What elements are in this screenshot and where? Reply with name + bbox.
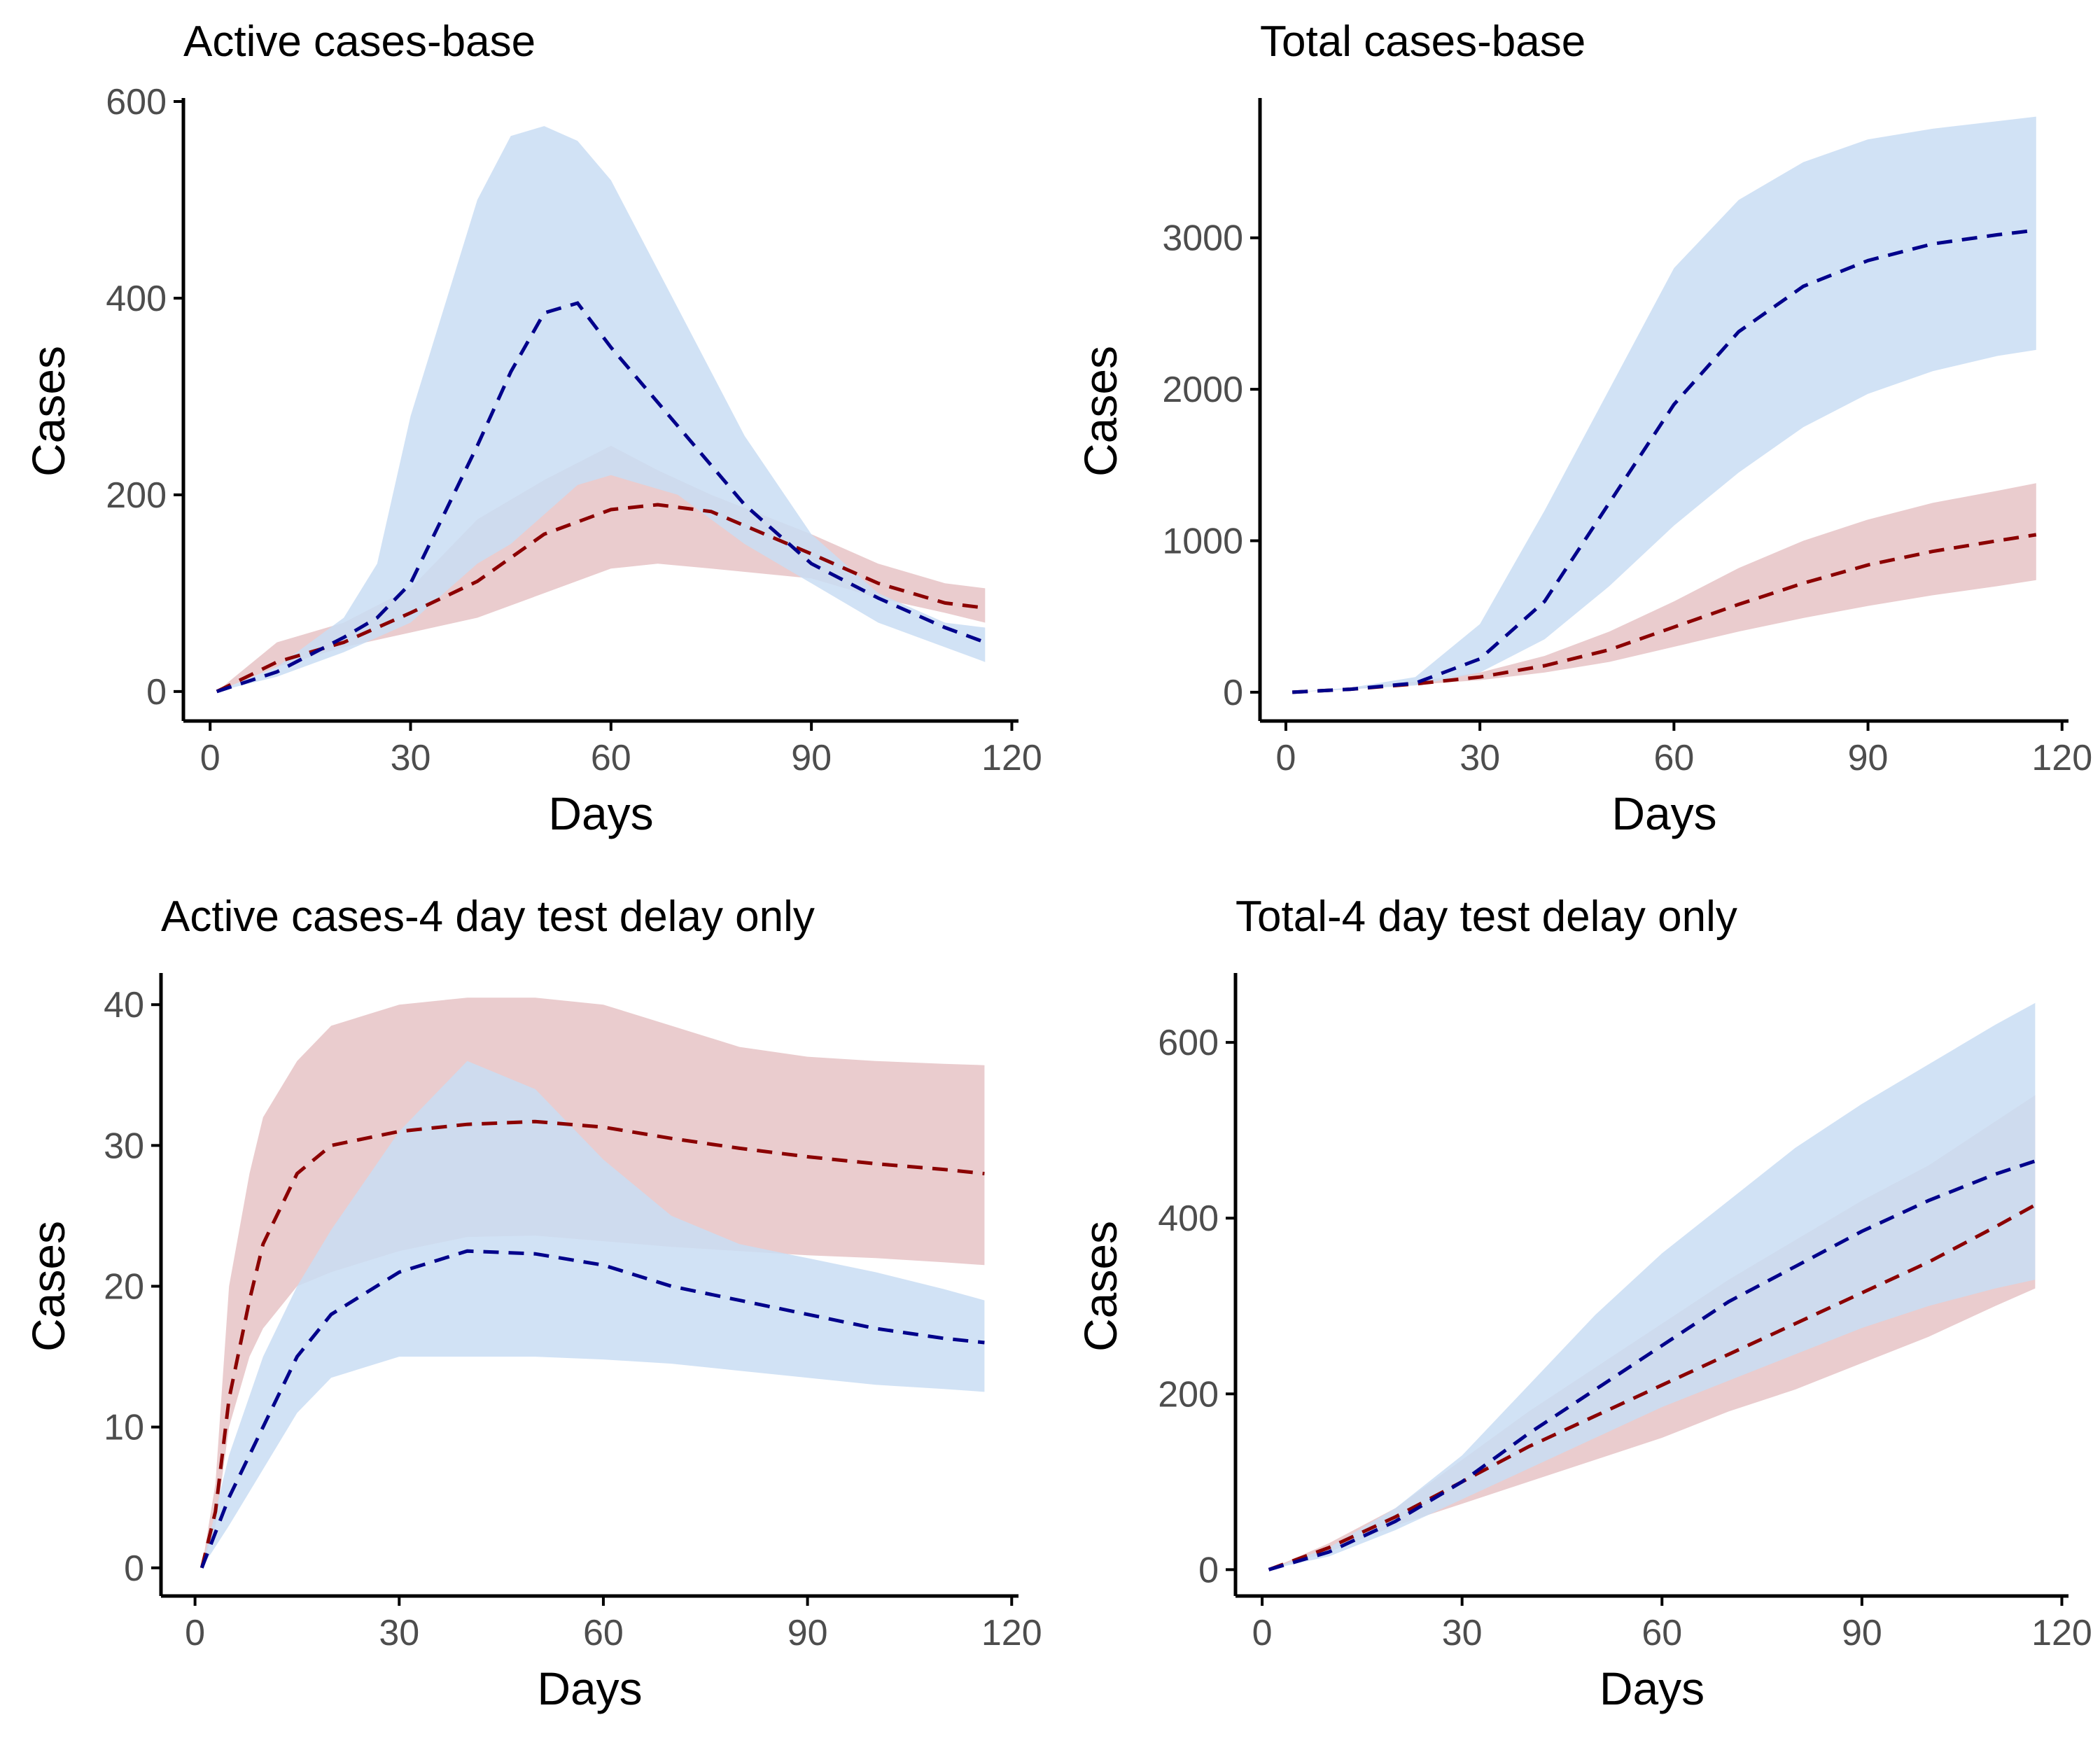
y-tick-label: 0 xyxy=(124,1548,144,1589)
ci-ribbon-1 xyxy=(216,445,986,692)
x-tick-label: 0 xyxy=(1252,1613,1273,1653)
panel-2: 0 30 60 90 120 0 1000 2000 3000 Total cases-base D… xyxy=(1074,18,2092,839)
panel-title: Total cases-base xyxy=(1260,18,1586,66)
y-tick-label: 0 xyxy=(146,672,167,713)
y-tick-label: 600 xyxy=(106,82,167,122)
x-tick-label: 60 xyxy=(583,1613,624,1653)
median-line-2 xyxy=(216,301,986,694)
x-tick-label: 0 xyxy=(200,738,220,778)
x-axis-label: Days xyxy=(1600,1662,1704,1714)
x-tick-label: 120 xyxy=(981,738,1042,778)
median-line-1 xyxy=(1292,533,2037,694)
y-tick-label: 400 xyxy=(106,279,167,319)
ci-ribbon-2 xyxy=(1292,116,2036,692)
x-tick-label: 90 xyxy=(1842,1613,1882,1653)
y-tick-label: 0 xyxy=(1223,673,1243,713)
panel-4: 0 30 60 90 120 0 200 400 600 Total-4 day test del… xyxy=(1074,892,2092,1714)
y-tick-label: 200 xyxy=(106,475,167,516)
ci-ribbon-2 xyxy=(202,1060,985,1568)
panel-1: 0 30 60 90 120 0 200 400 600 Active cases-base Day… xyxy=(22,18,1042,839)
ci-ribbon-2 xyxy=(1268,1002,2036,1570)
x-tick-label: 60 xyxy=(1653,738,1694,778)
y-tick-label: 10 xyxy=(104,1408,144,1448)
x-tick-label: 0 xyxy=(185,1613,205,1653)
y-tick-label: 2000 xyxy=(1162,370,1243,410)
y-tick-label: 1000 xyxy=(1162,522,1243,562)
x-tick-label: 30 xyxy=(391,738,431,778)
x-tick-label: 120 xyxy=(981,1613,1042,1653)
y-tick-label: 600 xyxy=(1158,1023,1219,1063)
x-axis-label: Days xyxy=(548,788,653,839)
x-tick-label: 60 xyxy=(591,738,631,778)
x-axis-label: Days xyxy=(537,1662,642,1714)
x-tick-label: 90 xyxy=(791,738,832,778)
median-line-2 xyxy=(200,1249,985,1569)
y-axis-label: Cases xyxy=(22,346,74,477)
y-tick-label: 30 xyxy=(104,1126,144,1166)
panel-3: 0 30 60 90 120 0 10 20 30 40 Active cases-4 day te… xyxy=(22,892,1042,1714)
ci-ribbon-2 xyxy=(216,126,986,692)
panel-title: Active cases-base xyxy=(183,18,536,66)
ci-ribbon-1 xyxy=(1292,483,2036,692)
median-line-1 xyxy=(1268,1203,2036,1572)
y-tick-label: 3000 xyxy=(1162,218,1243,259)
y-tick-label: 400 xyxy=(1158,1198,1219,1239)
panel-title: Active cases-4 day test delay only xyxy=(161,892,815,941)
median-line-2 xyxy=(1292,228,2037,694)
y-tick-label: 40 xyxy=(104,985,144,1026)
y-axis-label: Cases xyxy=(22,1221,74,1352)
x-tick-label: 90 xyxy=(1848,738,1889,778)
panel-title: Total-4 day test delay only xyxy=(1236,892,1737,941)
median-line-1 xyxy=(216,503,986,694)
x-tick-label: 30 xyxy=(1442,1613,1483,1653)
x-tick-label: 120 xyxy=(2031,738,2092,778)
x-tick-label: 120 xyxy=(2031,1613,2092,1653)
x-tick-label: 0 xyxy=(1275,738,1296,778)
y-tick-label: 20 xyxy=(104,1267,144,1308)
x-tick-label: 30 xyxy=(379,1613,419,1653)
x-tick-label: 30 xyxy=(1460,738,1500,778)
x-tick-label: 60 xyxy=(1642,1613,1682,1653)
x-axis-label: Days xyxy=(1611,788,1716,839)
y-axis-label: Cases xyxy=(1074,1221,1126,1352)
y-tick-label: 200 xyxy=(1158,1374,1219,1415)
y-tick-label: 0 xyxy=(1198,1550,1219,1590)
x-tick-label: 90 xyxy=(788,1613,828,1653)
y-axis-label: Cases xyxy=(1074,346,1126,477)
median-line-1 xyxy=(200,1119,985,1569)
median-line-2 xyxy=(1268,1159,2036,1572)
